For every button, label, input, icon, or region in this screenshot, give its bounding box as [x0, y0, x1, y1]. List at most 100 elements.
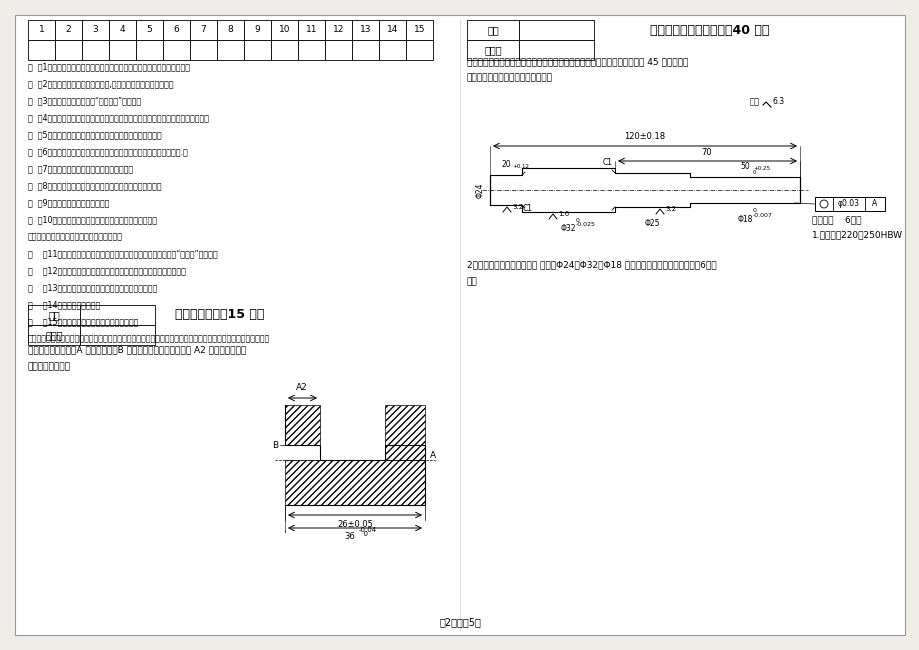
FancyBboxPatch shape: [814, 197, 884, 211]
Bar: [190, 20, 217, 40]
Bar: [384, 405, 425, 460]
Text: （  ）3、大批大量生产常采用“工序集中”的原则。: （ ）3、大批大量生产常采用“工序集中”的原则。: [28, 96, 141, 105]
Bar: [28, 20, 55, 40]
Text: 3: 3: [93, 25, 98, 34]
Text: 0: 0: [358, 531, 368, 537]
Text: 3.2: 3.2: [664, 206, 675, 212]
Text: 四、编制零件加工工艺（40 分）: 四、编制零件加工工艺（40 分）: [650, 23, 769, 36]
Text: 差放大到经济可行的程度，使零件可以较经济地加工，然后选择合适的零件进行装配，以保证装配精度要求的方法。: 差放大到经济可行的程度，使零件可以较经济地加工，然后选择合适的零件进行装配，以保…: [28, 335, 270, 343]
Text: 1.6: 1.6: [558, 211, 569, 217]
Text: C1: C1: [602, 158, 612, 167]
Text: （  ）10、酶削加工生产率高，加工表面粗糙度値较小，是: （ ）10、酶削加工生产率高，加工表面粗糙度値较小，是: [28, 216, 157, 224]
Text: 三、计算题：（15 分）: 三、计算题：（15 分）: [175, 309, 264, 322]
Text: 4: 4: [119, 25, 125, 34]
Bar: [190, 40, 217, 60]
Text: 3.2: 3.2: [512, 204, 523, 210]
Bar: [271, 20, 298, 40]
Text: 20: 20: [501, 160, 510, 169]
Polygon shape: [285, 405, 425, 505]
Bar: [352, 40, 379, 60]
Text: （    ）13、轮齿加工后精度只能提高一级精度的为滚齿。: （ ）13、轮齿加工后精度只能提高一级精度的为滚齿。: [28, 283, 157, 292]
Text: -0.025: -0.025: [575, 222, 596, 227]
Bar: [324, 40, 352, 60]
Bar: [163, 40, 190, 60]
Text: 第2页，兲5页: 第2页，兲5页: [438, 617, 481, 627]
Bar: [80, 325, 154, 345]
Text: B: B: [272, 441, 278, 450]
Text: （  ）4、中间工序尺寸公差常按各自采用的加工方法所对应的加工经济精度来确定。: （ ）4、中间工序尺寸公差常按各自采用的加工方法所对应的加工经济精度来确定。: [28, 114, 209, 122]
Text: （    ）15、选择装配法是将尺寸链中组成环时公: （ ）15、选择装配法是将尺寸链中组成环时公: [28, 317, 138, 326]
Bar: [467, 20, 518, 40]
Text: 15: 15: [414, 25, 425, 34]
Text: （    ）11、用换算后的工序尺寸间接保证原设计尺寸要求时，存在“假废品”的问题。: （ ）11、用换算后的工序尺寸间接保证原设计尺寸要求时，存在“假废品”的问题。: [28, 250, 218, 259]
Bar: [285, 460, 425, 505]
Text: 目前应用最广泛的切削加工平面的方法之一。: 目前应用最广泛的切削加工平面的方法之一。: [28, 233, 123, 242]
Bar: [467, 40, 518, 60]
Text: （    ）12、基准重合原则是指使用被加工表面的设计基准作为精基准。: （ ）12、基准重合原则是指使用被加工表面的设计基准作为精基准。: [28, 266, 186, 276]
Text: A: A: [871, 200, 877, 209]
Bar: [271, 40, 298, 60]
Bar: [379, 40, 405, 60]
Text: 10: 10: [278, 25, 289, 34]
Text: （  ）7、编制工艺规程不需考虑现有生产条件。: （ ）7、编制工艺规程不需考虑现有生产条件。: [28, 164, 133, 174]
Text: 12: 12: [333, 25, 344, 34]
Bar: [379, 20, 405, 40]
Bar: [82, 20, 108, 40]
Text: A: A: [429, 450, 436, 460]
Bar: [285, 405, 320, 445]
Text: -0.04: -0.04: [358, 527, 377, 533]
Bar: [136, 20, 163, 40]
Text: 5: 5: [146, 25, 153, 34]
Text: C1: C1: [522, 204, 532, 213]
Text: 11: 11: [305, 25, 317, 34]
Text: （    ）14、较孔属于精加工。: （ ）14、较孔属于精加工。: [28, 300, 100, 309]
Text: 编制如图所示的台阶轴的机械加工工艺规程，生产类型为小批生产，材料为 45 热扎圆钐，: 编制如图所示的台阶轴的机械加工工艺规程，生产类型为小批生产，材料为 45 热扎圆…: [467, 57, 687, 66]
Text: Φ25: Φ25: [643, 219, 659, 228]
Text: （  ）6、用镳模法加工筱体零件的孔系，在单件小批量生产中用的最多.。: （ ）6、用镳模法加工筱体零件的孔系，在单件小批量生产中用的最多.。: [28, 148, 187, 157]
Text: 36: 36: [345, 532, 355, 541]
Polygon shape: [490, 168, 800, 212]
Text: 1: 1: [39, 25, 44, 34]
Bar: [217, 20, 244, 40]
Bar: [518, 40, 594, 60]
Bar: [55, 40, 82, 60]
Text: Φ32: Φ32: [560, 224, 575, 233]
Bar: [28, 40, 55, 60]
Text: 6.3: 6.3: [772, 98, 784, 107]
Text: 0: 0: [575, 218, 579, 223]
Text: 70: 70: [701, 148, 711, 157]
Text: 2: 2: [65, 25, 72, 34]
Bar: [244, 40, 271, 60]
Text: Φ18: Φ18: [736, 215, 752, 224]
Text: 7: 7: [200, 25, 206, 34]
Text: 做出尺寸链图）。: 做出尺寸链图）。: [28, 363, 71, 372]
Text: 其余: 其余: [749, 98, 759, 107]
Text: A2: A2: [296, 383, 308, 392]
Text: -0.007: -0.007: [752, 213, 772, 218]
Text: 50: 50: [739, 162, 749, 171]
Text: （  ）5、工艺尺寸链组成环的尺寸一般是由加工直接得到的。: （ ）5、工艺尺寸链组成环的尺寸一般是由加工直接得到的。: [28, 131, 162, 140]
Bar: [82, 40, 108, 60]
Bar: [298, 20, 324, 40]
Text: 技术要求    6分）: 技术要求 6分）: [811, 216, 860, 224]
Text: 加工下图所示零件，A 为设计基准，B 为测量基准，按极値法计算 A2 及其偏差（要求: 加工下图所示零件，A 为设计基准，B 为测量基准，按极値法计算 A2 及其偏差（…: [28, 346, 246, 354]
Text: 13: 13: [359, 25, 371, 34]
Text: 2、主要表面的加工方案选择 试分析Φ24、Φ32、Φ18 外圆的加工方案分别是什么？（6分）: 2、主要表面的加工方案选择 试分析Φ24、Φ32、Φ18 外圆的加工方案分别是什…: [467, 261, 716, 270]
Bar: [244, 20, 271, 40]
Text: φ0.03: φ0.03: [837, 200, 859, 209]
Text: Φ24: Φ24: [475, 182, 484, 198]
Text: （  ）8、调质处理一般安排在粗加工之后半精加工之前进行。: （ ）8、调质处理一般安排在粗加工之后半精加工之前进行。: [28, 181, 162, 190]
Text: +0.12: +0.12: [512, 164, 528, 169]
Bar: [163, 20, 190, 40]
Text: 120±0.18: 120±0.18: [624, 132, 664, 141]
Bar: [518, 20, 594, 40]
Text: 14: 14: [386, 25, 398, 34]
Bar: [352, 20, 379, 40]
Bar: [80, 305, 154, 325]
Text: 得分: 得分: [486, 25, 498, 35]
Text: 1.调质处理220～250HBW: 1.调质处理220～250HBW: [811, 231, 902, 239]
Bar: [324, 20, 352, 40]
Text: 8: 8: [227, 25, 233, 34]
Text: 0: 0: [752, 208, 756, 213]
Bar: [55, 20, 82, 40]
